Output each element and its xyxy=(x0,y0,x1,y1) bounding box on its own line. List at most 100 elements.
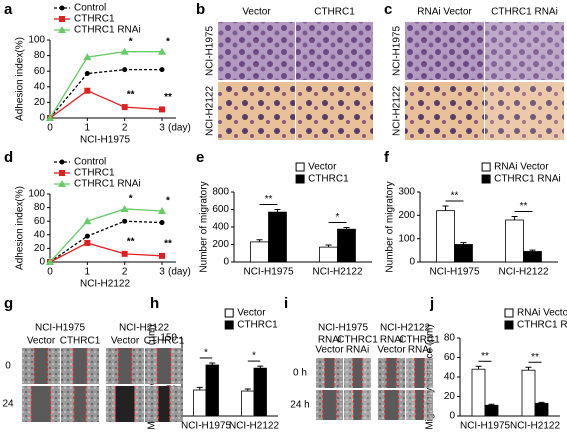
x-unit: (day) xyxy=(168,123,191,134)
column-label: RNAi xyxy=(346,345,369,356)
point xyxy=(159,220,165,226)
wound-gap xyxy=(324,358,335,388)
x-tick-label: 0 xyxy=(47,267,53,278)
error-bar xyxy=(343,226,350,230)
legend-label: Control xyxy=(74,157,106,168)
legend-label: RNAi Vector xyxy=(517,308,567,319)
wound-gap xyxy=(34,348,48,384)
legend-swatch xyxy=(224,308,234,318)
micrograph xyxy=(405,22,484,80)
panel-letter: j xyxy=(429,295,434,312)
legend-label: RNAi Vector xyxy=(494,162,549,173)
significance: ** xyxy=(520,201,528,212)
row-label: 24 h xyxy=(290,400,309,411)
bar xyxy=(471,368,486,417)
significance: ** xyxy=(127,90,135,101)
y-tick-label: 0 xyxy=(223,257,229,268)
column-label: Vector xyxy=(315,345,344,356)
point xyxy=(84,87,91,94)
legend-swatch xyxy=(481,162,491,172)
y-tick-label: 400 xyxy=(212,222,229,233)
column-label: Vector xyxy=(377,345,406,356)
row-label: NCI-H1975 xyxy=(205,26,216,76)
bar xyxy=(454,244,473,263)
point xyxy=(59,170,65,176)
x-tick-label: NCI-H1975 xyxy=(429,267,479,278)
y-axis-label: Adhesion index(%) xyxy=(15,37,26,121)
panel-letter: e xyxy=(196,149,204,166)
y-axis-label: Number of migratory xyxy=(199,181,210,272)
legend-label: CTHRC1 RNAi xyxy=(74,25,141,36)
column-label: Vector xyxy=(27,336,56,347)
significance: ** xyxy=(451,191,459,202)
error-bar xyxy=(196,386,203,390)
y-tick-label: 0 xyxy=(39,113,45,124)
y-tick-label: 80 xyxy=(34,50,46,61)
wound-gap xyxy=(118,348,132,384)
point xyxy=(59,5,65,11)
legend-label: CTHRC1 xyxy=(74,14,115,25)
wound-gap xyxy=(322,390,337,420)
legend-swatch xyxy=(295,162,305,172)
significance: * xyxy=(252,351,256,362)
x-unit: (day) xyxy=(168,267,191,278)
legend-swatch xyxy=(504,320,514,330)
y-tick-label: 800 xyxy=(212,187,229,198)
y-tick-label: 20 xyxy=(34,97,46,108)
group-label: NCI-H2122 xyxy=(380,323,430,334)
point xyxy=(158,47,166,55)
panel-letter: a xyxy=(4,1,13,18)
column-label: CTHRC1 xyxy=(144,336,185,347)
y-tick-label: 20 xyxy=(444,391,456,402)
significance: ** xyxy=(481,351,489,362)
bar xyxy=(521,369,536,417)
line xyxy=(49,89,163,119)
column-label: CTHRC1 xyxy=(60,336,101,347)
y-tick-label: 200 xyxy=(398,210,415,221)
row-label: NCI-H1975 xyxy=(392,26,403,76)
y-tick-label: 40 xyxy=(34,81,46,92)
y-axis-label: Adhesion index(%) xyxy=(15,186,26,270)
x-tick-label: 3 xyxy=(159,267,165,278)
error-bar xyxy=(511,216,518,220)
wound-gap xyxy=(157,348,171,384)
point xyxy=(59,16,65,22)
point xyxy=(84,71,90,77)
column-label: CTHRC1 xyxy=(399,335,440,346)
panel-letter: f xyxy=(384,149,390,166)
legend-label: CTHRC1 RNAi xyxy=(74,179,141,190)
row-label: NCI-H2122 xyxy=(205,86,216,136)
legend-swatch xyxy=(295,174,305,184)
significance: * xyxy=(129,36,133,47)
column-label: RNAi xyxy=(408,345,431,356)
y-tick-label: 300 xyxy=(398,187,415,198)
wound-gap xyxy=(158,386,170,422)
x-tick-label: NCI-H1975 xyxy=(460,421,510,432)
point xyxy=(159,106,165,113)
bar xyxy=(241,390,255,417)
panel-letter: b xyxy=(196,1,205,18)
point xyxy=(121,104,128,111)
wound-gap xyxy=(31,386,51,422)
micrograph xyxy=(485,22,564,80)
point xyxy=(122,67,128,73)
error-bar xyxy=(460,242,467,245)
bar xyxy=(250,241,269,263)
point xyxy=(122,218,128,224)
y-tick-label: 60 xyxy=(34,66,46,77)
y-tick-label: 200 xyxy=(212,239,229,250)
bar xyxy=(319,246,338,263)
error-bar xyxy=(325,244,332,248)
column-label: RNAi Vector xyxy=(417,7,472,18)
point xyxy=(121,250,128,257)
x-tick-label: NCI-H2122 xyxy=(498,267,548,278)
point xyxy=(84,239,91,246)
significance: ** xyxy=(164,92,172,103)
y-tick-label: 0 xyxy=(449,411,455,422)
y-tick-label: 600 xyxy=(212,204,229,215)
x-tick-label: 2 xyxy=(122,123,128,134)
micrograph xyxy=(218,82,295,140)
panel-letter: c xyxy=(384,1,392,18)
point xyxy=(83,217,92,225)
